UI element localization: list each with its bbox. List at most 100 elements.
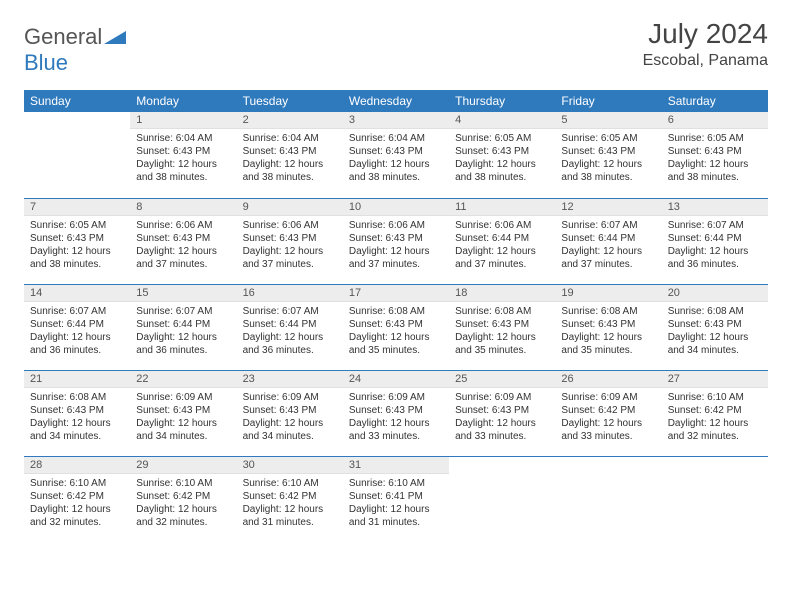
sunrise-line: Sunrise: 6:06 AM [455, 219, 549, 232]
daylight-line: Daylight: 12 hours and 32 minutes. [30, 503, 124, 529]
day-body: Sunrise: 6:07 AMSunset: 6:44 PMDaylight:… [237, 302, 343, 361]
calendar-cell: 26Sunrise: 6:09 AMSunset: 6:42 PMDayligh… [555, 370, 661, 456]
sunset-line: Sunset: 6:42 PM [30, 490, 124, 503]
calendar-cell [555, 456, 661, 542]
day-body: Sunrise: 6:07 AMSunset: 6:44 PMDaylight:… [24, 302, 130, 361]
day-number: 29 [130, 457, 236, 474]
day-number: 5 [555, 112, 661, 129]
sunset-line: Sunset: 6:44 PM [561, 232, 655, 245]
day-number: 4 [449, 112, 555, 129]
sunset-line: Sunset: 6:43 PM [30, 232, 124, 245]
calendar-cell: 8Sunrise: 6:06 AMSunset: 6:43 PMDaylight… [130, 198, 236, 284]
sunrise-line: Sunrise: 6:06 AM [243, 219, 337, 232]
day-body: Sunrise: 6:08 AMSunset: 6:43 PMDaylight:… [555, 302, 661, 361]
daylight-line: Daylight: 12 hours and 36 minutes. [30, 331, 124, 357]
day-number: 2 [237, 112, 343, 129]
calendar-cell: 12Sunrise: 6:07 AMSunset: 6:44 PMDayligh… [555, 198, 661, 284]
sunset-line: Sunset: 6:43 PM [243, 232, 337, 245]
sunset-line: Sunset: 6:43 PM [349, 232, 443, 245]
calendar-cell: 21Sunrise: 6:08 AMSunset: 6:43 PMDayligh… [24, 370, 130, 456]
day-body: Sunrise: 6:10 AMSunset: 6:42 PMDaylight:… [662, 388, 768, 447]
sunset-line: Sunset: 6:43 PM [30, 404, 124, 417]
calendar-cell: 31Sunrise: 6:10 AMSunset: 6:41 PMDayligh… [343, 456, 449, 542]
day-body: Sunrise: 6:05 AMSunset: 6:43 PMDaylight:… [24, 216, 130, 275]
calendar-cell: 5Sunrise: 6:05 AMSunset: 6:43 PMDaylight… [555, 112, 661, 198]
brand-text-1: General [24, 24, 102, 50]
sunrise-line: Sunrise: 6:10 AM [243, 477, 337, 490]
col-monday: Monday [130, 90, 236, 112]
logo-triangle-icon [104, 24, 126, 50]
sunrise-line: Sunrise: 6:05 AM [30, 219, 124, 232]
daylight-line: Daylight: 12 hours and 32 minutes. [668, 417, 762, 443]
sunset-line: Sunset: 6:43 PM [136, 232, 230, 245]
day-body: Sunrise: 6:08 AMSunset: 6:43 PMDaylight:… [449, 302, 555, 361]
sunrise-line: Sunrise: 6:09 AM [243, 391, 337, 404]
calendar-cell: 1Sunrise: 6:04 AMSunset: 6:43 PMDaylight… [130, 112, 236, 198]
calendar-cell: 28Sunrise: 6:10 AMSunset: 6:42 PMDayligh… [24, 456, 130, 542]
day-number: 14 [24, 285, 130, 302]
day-body: Sunrise: 6:05 AMSunset: 6:43 PMDaylight:… [662, 129, 768, 188]
day-body: Sunrise: 6:07 AMSunset: 6:44 PMDaylight:… [130, 302, 236, 361]
daylight-line: Daylight: 12 hours and 34 minutes. [136, 417, 230, 443]
sunset-line: Sunset: 6:43 PM [243, 145, 337, 158]
sunrise-line: Sunrise: 6:09 AM [561, 391, 655, 404]
sunrise-line: Sunrise: 6:09 AM [136, 391, 230, 404]
sunrise-line: Sunrise: 6:08 AM [349, 305, 443, 318]
sunrise-line: Sunrise: 6:06 AM [349, 219, 443, 232]
day-number: 20 [662, 285, 768, 302]
calendar-row: 28Sunrise: 6:10 AMSunset: 6:42 PMDayligh… [24, 456, 768, 542]
calendar-cell: 16Sunrise: 6:07 AMSunset: 6:44 PMDayligh… [237, 284, 343, 370]
day-number: 21 [24, 371, 130, 388]
day-number: 9 [237, 199, 343, 216]
day-body: Sunrise: 6:10 AMSunset: 6:42 PMDaylight:… [24, 474, 130, 533]
col-tuesday: Tuesday [237, 90, 343, 112]
daylight-line: Daylight: 12 hours and 35 minutes. [455, 331, 549, 357]
sunrise-line: Sunrise: 6:05 AM [455, 132, 549, 145]
col-thursday: Thursday [449, 90, 555, 112]
daylight-line: Daylight: 12 hours and 35 minutes. [561, 331, 655, 357]
day-number: 12 [555, 199, 661, 216]
day-number: 31 [343, 457, 449, 474]
sunset-line: Sunset: 6:42 PM [561, 404, 655, 417]
daylight-line: Daylight: 12 hours and 37 minutes. [136, 245, 230, 271]
day-number: 8 [130, 199, 236, 216]
day-number: 13 [662, 199, 768, 216]
daylight-line: Daylight: 12 hours and 33 minutes. [349, 417, 443, 443]
sunset-line: Sunset: 6:44 PM [243, 318, 337, 331]
day-number: 18 [449, 285, 555, 302]
calendar-row: 1Sunrise: 6:04 AMSunset: 6:43 PMDaylight… [24, 112, 768, 198]
calendar-cell: 20Sunrise: 6:08 AMSunset: 6:43 PMDayligh… [662, 284, 768, 370]
day-body: Sunrise: 6:06 AMSunset: 6:43 PMDaylight:… [237, 216, 343, 275]
day-number: 24 [343, 371, 449, 388]
calendar-cell: 11Sunrise: 6:06 AMSunset: 6:44 PMDayligh… [449, 198, 555, 284]
day-number: 30 [237, 457, 343, 474]
sunrise-line: Sunrise: 6:10 AM [349, 477, 443, 490]
calendar-cell: 4Sunrise: 6:05 AMSunset: 6:43 PMDaylight… [449, 112, 555, 198]
calendar-cell [662, 456, 768, 542]
day-number: 11 [449, 199, 555, 216]
sunrise-line: Sunrise: 6:09 AM [349, 391, 443, 404]
calendar-cell: 6Sunrise: 6:05 AMSunset: 6:43 PMDaylight… [662, 112, 768, 198]
calendar-cell: 7Sunrise: 6:05 AMSunset: 6:43 PMDaylight… [24, 198, 130, 284]
sunrise-line: Sunrise: 6:10 AM [30, 477, 124, 490]
sunset-line: Sunset: 6:43 PM [561, 318, 655, 331]
calendar-cell: 27Sunrise: 6:10 AMSunset: 6:42 PMDayligh… [662, 370, 768, 456]
sunset-line: Sunset: 6:43 PM [561, 145, 655, 158]
daylight-line: Daylight: 12 hours and 32 minutes. [136, 503, 230, 529]
calendar-cell: 18Sunrise: 6:08 AMSunset: 6:43 PMDayligh… [449, 284, 555, 370]
calendar-cell [24, 112, 130, 198]
day-body: Sunrise: 6:09 AMSunset: 6:43 PMDaylight:… [449, 388, 555, 447]
daylight-line: Daylight: 12 hours and 35 minutes. [349, 331, 443, 357]
calendar-row: 14Sunrise: 6:07 AMSunset: 6:44 PMDayligh… [24, 284, 768, 370]
daylight-line: Daylight: 12 hours and 31 minutes. [243, 503, 337, 529]
daylight-line: Daylight: 12 hours and 33 minutes. [455, 417, 549, 443]
daylight-line: Daylight: 12 hours and 36 minutes. [243, 331, 337, 357]
day-number: 1 [130, 112, 236, 129]
day-body: Sunrise: 6:08 AMSunset: 6:43 PMDaylight:… [343, 302, 449, 361]
day-body: Sunrise: 6:10 AMSunset: 6:42 PMDaylight:… [130, 474, 236, 533]
calendar-cell: 13Sunrise: 6:07 AMSunset: 6:44 PMDayligh… [662, 198, 768, 284]
daylight-line: Daylight: 12 hours and 34 minutes. [668, 331, 762, 357]
day-body: Sunrise: 6:06 AMSunset: 6:43 PMDaylight:… [343, 216, 449, 275]
daylight-line: Daylight: 12 hours and 38 minutes. [561, 158, 655, 184]
daylight-line: Daylight: 12 hours and 37 minutes. [243, 245, 337, 271]
